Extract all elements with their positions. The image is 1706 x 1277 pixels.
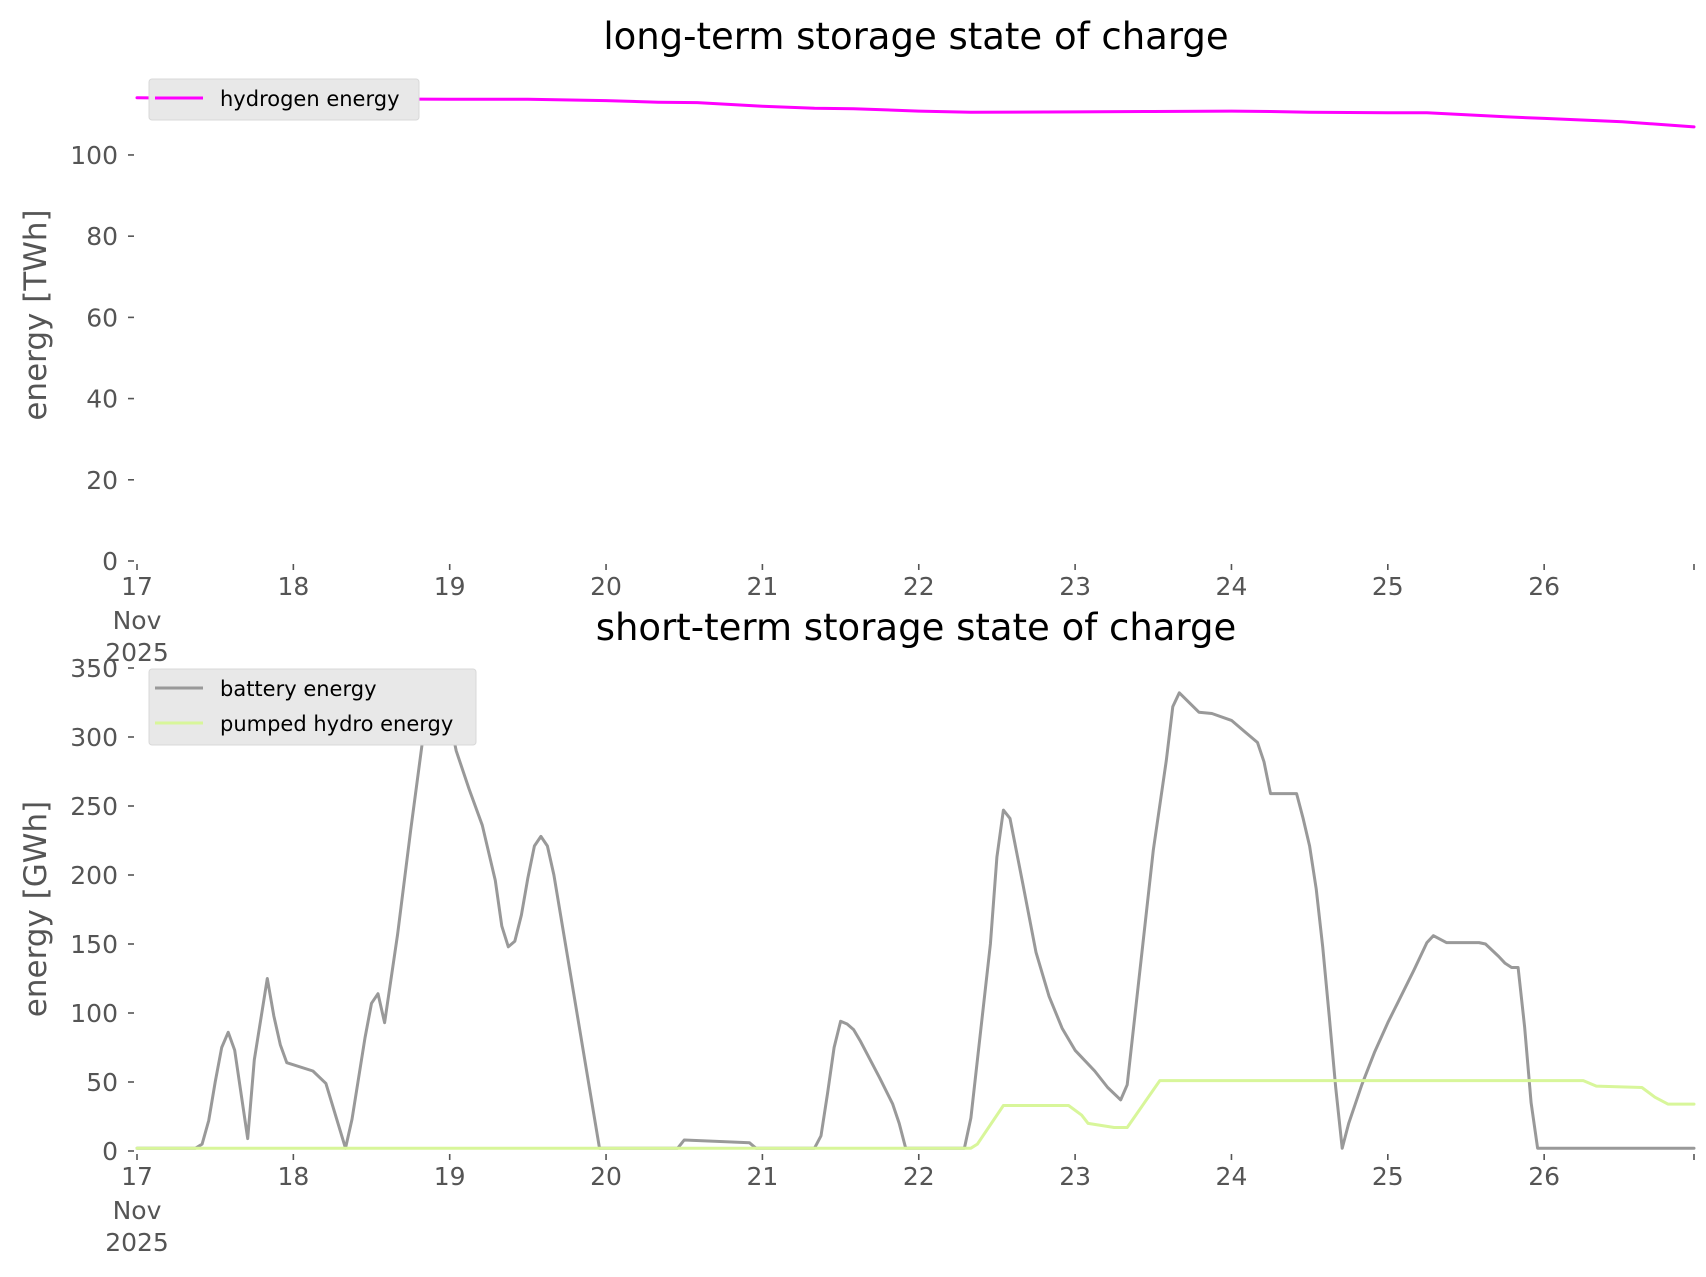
x-tick-label: 23 xyxy=(1059,1162,1091,1191)
x-tick-label: 25 xyxy=(1372,1162,1404,1191)
x-tick-label: 25 xyxy=(1372,572,1404,601)
y-tick-label: 50 xyxy=(86,1068,118,1097)
x-tick-label: 18 xyxy=(277,572,309,601)
x-tick-label: 24 xyxy=(1216,1162,1248,1191)
x-tick-sublabel: 2025 xyxy=(105,1228,169,1257)
x-tick-label: 17 xyxy=(121,572,153,601)
x-tick-sublabel: Nov xyxy=(113,1196,162,1225)
y-ticks-long-term: 0 20 40 60 80 100 xyxy=(70,141,134,576)
y-tick-label: 100 xyxy=(70,141,118,170)
legend-label-hydrogen: hydrogen energy xyxy=(220,87,400,111)
x-ticks-long-term: 17 Nov 2025 18 19 20 21 22 23 24 25 26 xyxy=(105,564,1695,667)
y-tick-label: 350 xyxy=(70,654,118,683)
x-tick-label: 19 xyxy=(434,1162,466,1191)
x-ticks-short-term: 17 Nov 2025 18 19 20 21 22 23 24 25 26 xyxy=(105,1154,1695,1257)
x-tick-label: 22 xyxy=(903,1162,935,1191)
y-tick-label: 0 xyxy=(102,1137,118,1166)
series-line-hydrogen-energy xyxy=(135,96,1696,129)
chart-short-term: short-term storage state of charge energ… xyxy=(18,606,1696,1257)
x-tick-label: 17 xyxy=(121,1162,153,1191)
legend-box-short-term xyxy=(148,668,477,746)
x-tick-label: 22 xyxy=(903,572,935,601)
x-tick-label: 23 xyxy=(1059,572,1091,601)
chart-long-term: long-term storage state of charge energy… xyxy=(18,15,1696,667)
y-tick-label: 40 xyxy=(86,385,118,414)
y-tick-label: 250 xyxy=(70,792,118,821)
y-axis-label-short-term: energy [GWh] xyxy=(18,801,54,1017)
plot-area-short-term xyxy=(135,685,1696,1150)
legend-label-battery: battery energy xyxy=(220,677,377,701)
x-tick-sublabel: 2025 xyxy=(105,638,169,667)
chart-title-long-term: long-term storage state of charge xyxy=(603,15,1228,58)
legend-box-long-term xyxy=(148,78,420,121)
x-tick-label: 21 xyxy=(746,572,778,601)
series-line-battery-energy xyxy=(135,685,1696,1150)
y-tick-label: 0 xyxy=(102,547,118,576)
y-tick-label: 300 xyxy=(70,723,118,752)
y-axis-label-long-term: energy [TWh] xyxy=(18,209,54,420)
x-tick-label: 26 xyxy=(1528,1162,1560,1191)
y-tick-label: 80 xyxy=(86,222,118,251)
x-tick-sublabel: Nov xyxy=(113,606,162,635)
y-tick-label: 20 xyxy=(86,466,118,495)
legend-long-term: hydrogen energy xyxy=(148,78,420,121)
y-tick-label: 200 xyxy=(70,861,118,890)
chart-title-short-term: short-term storage state of charge xyxy=(596,606,1237,649)
x-tick-label: 24 xyxy=(1216,572,1248,601)
x-tick-label: 21 xyxy=(746,1162,778,1191)
y-tick-label: 100 xyxy=(70,999,118,1028)
x-tick-label: 26 xyxy=(1528,572,1560,601)
y-ticks-short-term: 0 50 100 150 200 250 300 350 xyxy=(70,654,134,1166)
x-tick-label: 20 xyxy=(590,1162,622,1191)
plot-area-long-term xyxy=(135,96,1696,129)
y-tick-label: 60 xyxy=(86,303,118,332)
x-tick-label: 19 xyxy=(434,572,466,601)
x-tick-label: 20 xyxy=(590,572,622,601)
legend-short-term: battery energy pumped hydro energy xyxy=(148,668,477,746)
x-tick-label: 18 xyxy=(277,1162,309,1191)
y-tick-label: 150 xyxy=(70,930,118,959)
series-line-pumped-hydro-energy xyxy=(135,1079,1696,1150)
legend-label-pumped-hydro: pumped hydro energy xyxy=(220,712,453,736)
